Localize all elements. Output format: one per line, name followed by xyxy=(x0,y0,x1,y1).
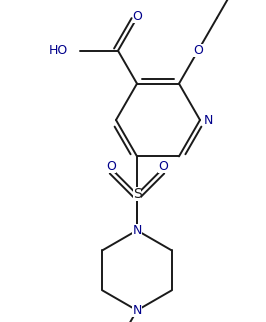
Text: N: N xyxy=(132,304,142,317)
Text: O: O xyxy=(106,160,116,173)
Text: S: S xyxy=(133,187,141,201)
Text: O: O xyxy=(158,160,168,173)
Text: N: N xyxy=(203,113,213,127)
Text: N: N xyxy=(132,224,142,237)
Text: O: O xyxy=(193,44,203,57)
Text: N: N xyxy=(132,224,142,237)
Text: O: O xyxy=(132,10,142,23)
Text: HO: HO xyxy=(49,44,68,57)
